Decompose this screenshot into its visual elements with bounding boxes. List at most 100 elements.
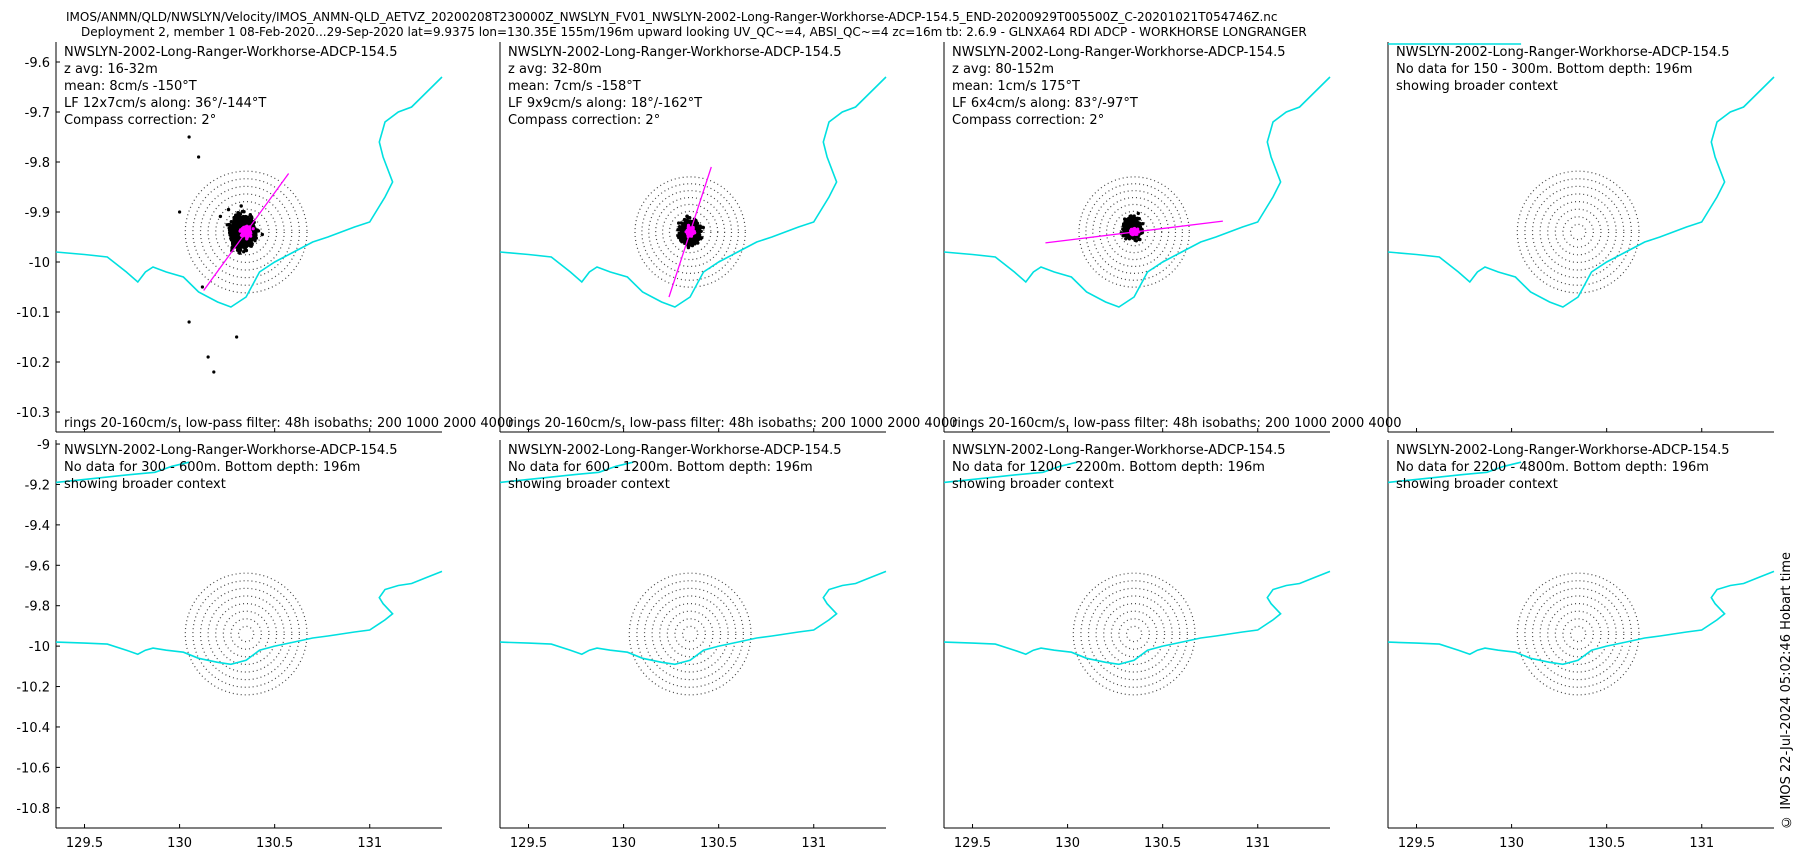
x-tick-label: 131	[357, 836, 382, 850]
scatter-point	[233, 234, 237, 238]
y-tick-label: -9.8	[25, 600, 50, 615]
range-ring	[666, 610, 714, 658]
range-ring	[1524, 178, 1632, 286]
range-ring	[1547, 200, 1610, 264]
panel-annotation: mean: 8cm/s -150°T	[64, 79, 197, 94]
range-ring	[1539, 595, 1617, 673]
range-ring	[192, 178, 300, 286]
x-tick-label: 131	[801, 836, 826, 850]
scatter-point	[684, 236, 688, 240]
lowpass-point	[251, 227, 255, 231]
range-ring	[222, 610, 270, 658]
x-tick-label: 131	[1245, 836, 1270, 850]
range-ring	[192, 580, 300, 688]
scatter-point	[696, 241, 700, 245]
y-tick-label: -10.1	[16, 306, 50, 321]
panel-1: -9.6-9.7-9.8-9.9-10-10.1-10.2-10.3NWSLYN…	[16, 42, 514, 433]
x-tick-label: 130.5	[1144, 836, 1181, 850]
panel-8: 129.5 130 130.5 131NWSLYN-2002-Long-Ranger-…	[1387, 440, 1775, 850]
y-tick-label: -10.3	[16, 406, 50, 421]
panel-title: NWSLYN-2002-Long-Ranger-Workhorse-ADCP-1…	[508, 45, 842, 60]
scatter-point	[243, 221, 247, 226]
scatter-point	[699, 229, 703, 233]
range-ring	[1531, 185, 1625, 279]
lowpass-point	[691, 232, 695, 236]
scatter-point	[687, 244, 691, 248]
scatter-point	[686, 219, 690, 224]
panel-footer: rings 20-160cm/s, low-pass filter: 48h i…	[64, 416, 514, 431]
panel-annotation: Compass correction: 2°	[508, 113, 660, 128]
range-ring	[1078, 176, 1190, 288]
range-ring	[1112, 210, 1156, 254]
panel-annotation: z avg: 80-152m	[952, 62, 1054, 77]
panel-annotation: LF 9x9cm/s along: 18°/-162°T	[508, 96, 702, 111]
panel-annotation: Compass correction: 2°	[64, 113, 216, 128]
range-ring	[215, 602, 278, 666]
range-ring	[648, 190, 733, 274]
range-ring	[628, 572, 752, 696]
range-ring	[1085, 183, 1183, 281]
isobath-line	[943, 76, 1331, 308]
scatter-point	[260, 232, 264, 237]
range-ring	[1118, 618, 1150, 650]
scatter-point	[1134, 239, 1139, 243]
y-tick-label: -9.2	[25, 478, 50, 493]
scatter-point	[695, 224, 699, 228]
scatter-point	[685, 214, 689, 219]
y-tick-label: -10	[29, 256, 50, 271]
range-ring	[237, 625, 255, 643]
scatter-point	[247, 221, 251, 225]
range-ring	[207, 595, 285, 673]
scatter-point	[243, 247, 248, 252]
scatter-point	[232, 231, 236, 235]
scatter-point	[695, 235, 699, 239]
range-ring	[184, 572, 308, 696]
lowpass-point	[241, 231, 245, 235]
scatter-point	[235, 227, 240, 231]
x-tick-label: 130	[1055, 836, 1080, 850]
panel-2: NWSLYN-2002-Long-Ranger-Workhorse-ADCP-1…	[499, 42, 958, 433]
y-tick-label: -9.6	[25, 559, 50, 574]
range-ring	[1072, 572, 1196, 696]
panel-title: NWSLYN-2002-Long-Ranger-Workhorse-ADCP-1…	[952, 443, 1286, 458]
scatter-point	[250, 216, 254, 220]
lowpass-point	[691, 229, 695, 233]
y-tick-label: -9.9	[25, 206, 50, 221]
panel-5: -9-9.2-9.4-9.6-9.8-10-10.2-10.4-10.6-10.…	[16, 438, 443, 850]
principal-axis-line	[1045, 220, 1223, 244]
scatter-point	[254, 231, 258, 235]
panel-annotation: LF 6x4cm/s along: 83°/-97°T	[952, 96, 1138, 111]
range-ring	[199, 587, 293, 681]
range-ring	[1103, 602, 1166, 666]
range-ring	[1080, 580, 1188, 688]
y-tick-label: -9.6	[25, 56, 50, 71]
isobath-line-top	[55, 461, 190, 484]
y-tick-label: -10.4	[16, 721, 50, 736]
scatter-point	[1132, 214, 1136, 218]
scatter-point	[677, 221, 681, 225]
range-ring	[1554, 610, 1602, 658]
velocity-scatter	[177, 135, 264, 374]
range-ring	[668, 210, 712, 254]
scatter-point	[1137, 237, 1141, 242]
x-tick-label: 129.5	[1398, 836, 1435, 850]
scatter-point	[1126, 229, 1130, 233]
isobath-line-top	[943, 461, 1078, 484]
y-tick-label: -9.7	[25, 106, 50, 121]
scatter-point	[701, 225, 705, 230]
x-tick-label: 129.5	[66, 836, 103, 850]
x-tick-label: 130	[167, 836, 192, 850]
panel-annotation: LF 12x7cm/s along: 36°/-144°T	[64, 96, 266, 111]
scatter-point	[1141, 222, 1145, 226]
scatter-point	[243, 240, 248, 244]
scatter-outlier	[177, 210, 182, 214]
lowpass-point	[240, 228, 244, 232]
range-ring	[207, 193, 285, 271]
panel-annotation: mean: 1cm/s 175°T	[952, 79, 1080, 94]
scatter-point	[248, 213, 252, 217]
range-ring	[1569, 625, 1587, 643]
scatter-point	[231, 238, 235, 242]
scatter-point	[676, 228, 680, 232]
panel-title: NWSLYN-2002-Long-Ranger-Workhorse-ADCP-1…	[64, 443, 398, 458]
